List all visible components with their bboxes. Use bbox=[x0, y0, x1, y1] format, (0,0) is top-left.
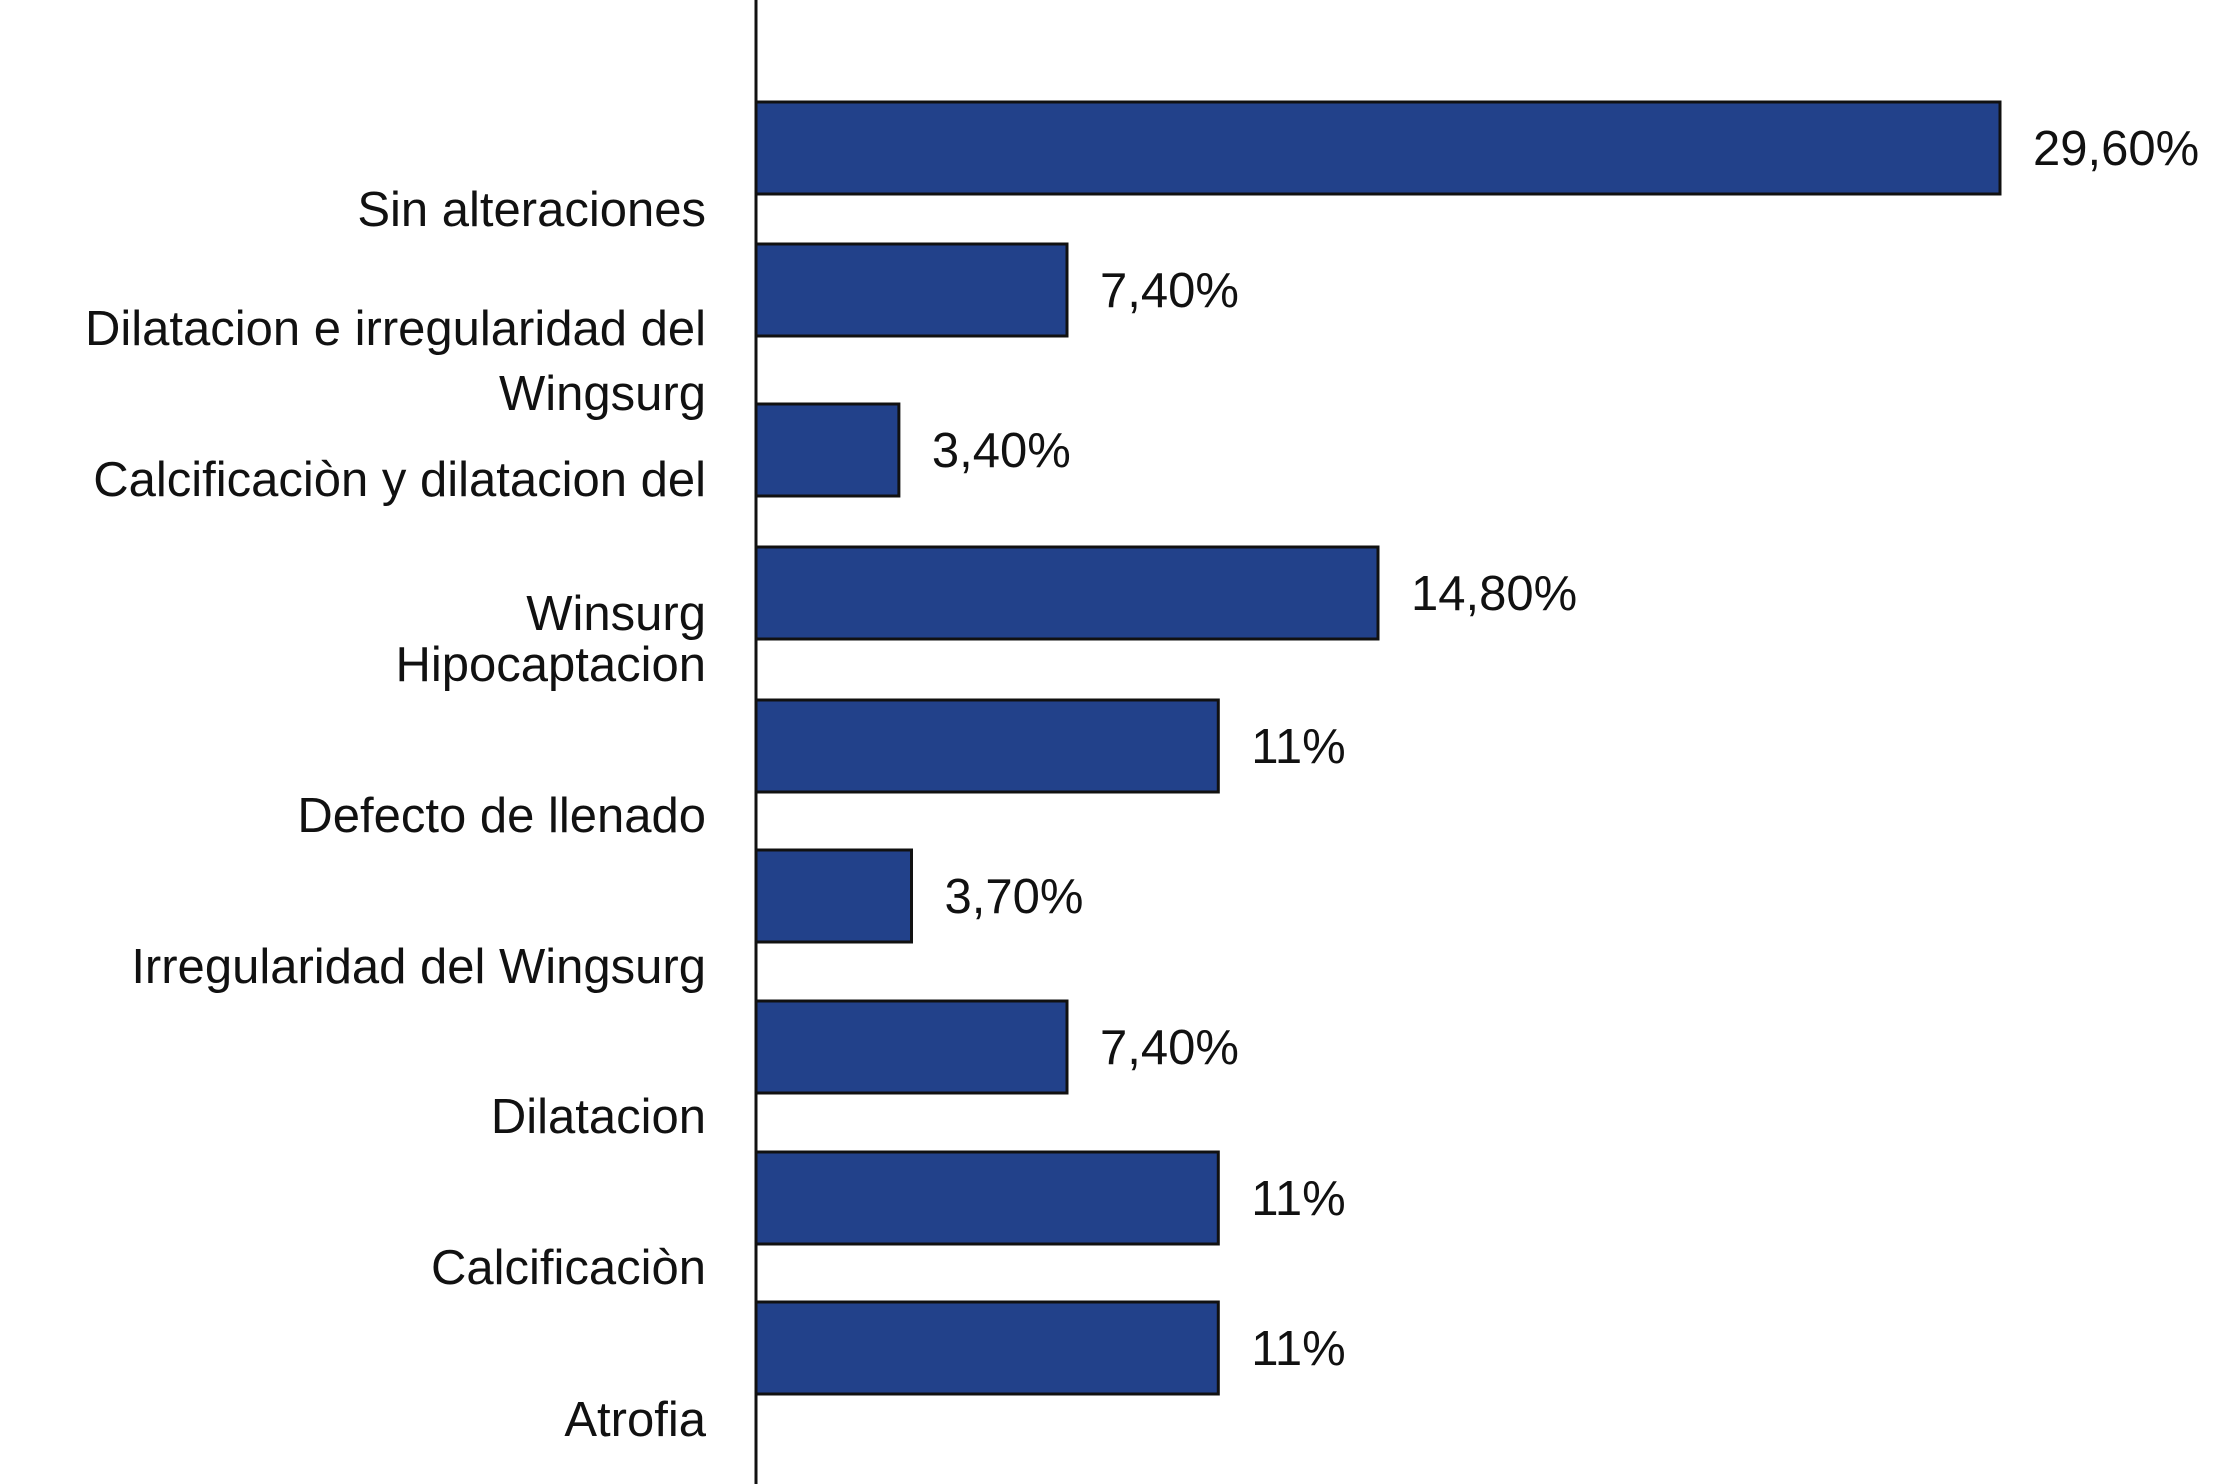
value-label-4: 14,80% bbox=[1411, 567, 1577, 621]
value-label-7: 7,40% bbox=[1100, 1021, 1239, 1075]
value-labels-layer: 29,60% 7,40% 3,40% 14,80% 11% 3,70% 7,40% 11% 11… bbox=[932, 122, 2199, 1376]
bar-9 bbox=[754, 1300, 1220, 1396]
bar-5 bbox=[754, 698, 1220, 794]
value-label-1: 29,60% bbox=[2033, 122, 2199, 176]
value-label-3: 3,40% bbox=[932, 424, 1071, 478]
value-label-5: 11% bbox=[1251, 720, 1345, 774]
category-label-2-line-2: Wingsurg bbox=[499, 367, 706, 421]
bars-layer bbox=[754, 100, 2002, 1396]
category-label-7: Irregularidad del Wingsurg bbox=[131, 940, 706, 994]
bar-1 bbox=[754, 100, 2002, 196]
value-label-9: 11% bbox=[1251, 1322, 1345, 1376]
category-label-4: Winsurg bbox=[526, 587, 706, 641]
category-label-8: Dilatacion bbox=[491, 1090, 706, 1144]
category-label-3: Calcificaciòn y dilatacion del bbox=[93, 453, 706, 507]
value-label-8: 11% bbox=[1251, 1172, 1345, 1226]
value-label-6: 3,70% bbox=[945, 870, 1084, 924]
category-label-6: Defecto de llenado bbox=[297, 789, 706, 843]
category-label-1: Sin alteraciones bbox=[357, 183, 706, 237]
bar-3 bbox=[754, 402, 901, 498]
value-label-2: 7,40% bbox=[1100, 264, 1239, 318]
category-label-10: Atrofia bbox=[564, 1393, 706, 1447]
category-label-9: Calcificaciòn bbox=[431, 1241, 706, 1295]
bar-2 bbox=[754, 242, 1069, 338]
bar-6 bbox=[754, 848, 913, 944]
bar-7 bbox=[754, 999, 1069, 1095]
bar-4 bbox=[754, 545, 1380, 641]
category-label-2-line-1: Dilatacion e irregularidad del bbox=[85, 302, 706, 356]
category-labels-layer: Sin alteraciones Dilatacion e irregularid… bbox=[85, 183, 707, 1447]
category-label-5: Hipocaptacion bbox=[395, 638, 706, 692]
bar-8 bbox=[754, 1150, 1220, 1246]
